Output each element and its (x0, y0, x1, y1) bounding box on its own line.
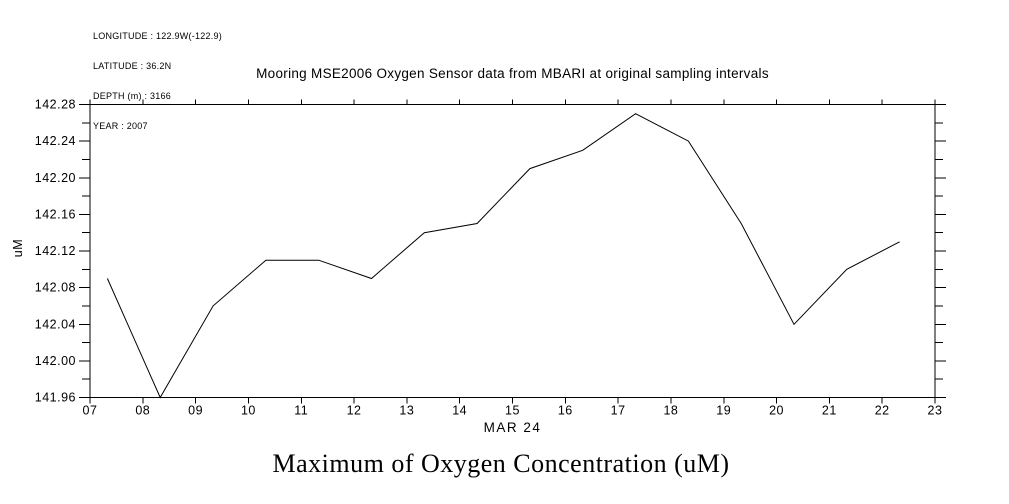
metadata-longitude: LONGITUDE : 122.9W(-122.9) (93, 31, 223, 41)
x-tick-label: 14 (452, 404, 467, 418)
x-tick-label: 21 (822, 404, 837, 418)
x-tick-label: 13 (399, 404, 414, 418)
metadata-year: YEAR : 2007 (93, 121, 148, 131)
y-tick-label: 141.96 (35, 391, 76, 405)
y-tick-label: 142.00 (35, 354, 76, 368)
x-tick-label: 23 (928, 404, 943, 418)
metadata-depth: DEPTH (m) : 3166 (93, 91, 172, 101)
chart-title: Mooring MSE2006 Oxygen Sensor data from … (256, 66, 769, 81)
y-tick-label: 142.24 (35, 134, 76, 148)
x-tick-label: 22 (875, 404, 890, 418)
y-tick-label: 142.28 (35, 98, 76, 112)
plot-main-caption: Maximum of Oxygen Concentration (uM) (272, 449, 730, 478)
x-tick-label: 20 (769, 404, 784, 418)
x-tick-label: 19 (716, 404, 731, 418)
x-tick-label: 10 (241, 404, 256, 418)
x-tick-label: 09 (188, 404, 203, 418)
x-tick-label: 17 (611, 404, 626, 418)
y-tick-label: 142.16 (35, 207, 76, 221)
y-tick-label: 142.08 (35, 281, 76, 295)
x-tick-label: 18 (663, 404, 678, 418)
x-tick-label: 12 (347, 404, 362, 418)
plot-border (89, 104, 936, 398)
metadata-latitude: LATITUDE : 36.2N (93, 61, 172, 71)
x-tick-label: 07 (83, 404, 98, 418)
y-tick-label: 142.04 (35, 317, 76, 331)
x-tick-label: 15 (505, 404, 520, 418)
y-tick-label: 142.12 (35, 244, 76, 258)
x-tick-label: 08 (135, 404, 150, 418)
x-tick-label: 11 (294, 404, 308, 418)
y-axis-unit-label: uM (11, 238, 26, 258)
x-axis-date-label: MAR 24 (483, 420, 542, 435)
y-tick-label: 142.20 (35, 171, 76, 185)
data-line (106, 113, 900, 399)
x-tick-label: 16 (558, 404, 573, 418)
station-metadata: LONGITUDE : 122.9W(-122.9) LATITUDE : 36… (93, 11, 222, 151)
